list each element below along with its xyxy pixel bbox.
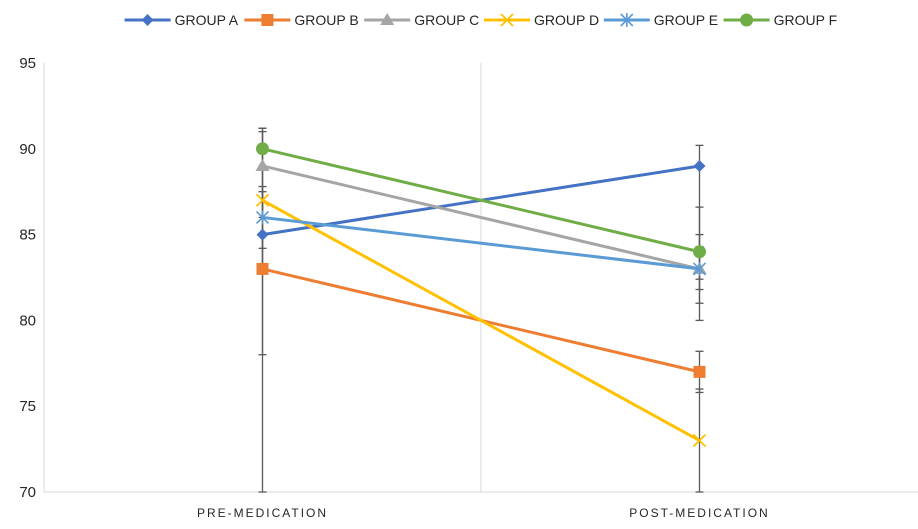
series-group xyxy=(255,142,707,448)
legend-item-group-d: GROUP D xyxy=(484,12,599,28)
legend-label: GROUP F xyxy=(774,12,838,28)
series-group-d xyxy=(255,193,707,448)
data-point xyxy=(256,262,269,275)
legend-marker xyxy=(141,14,154,26)
data-point xyxy=(692,261,707,276)
y-tick-label: 75 xyxy=(19,398,36,415)
legend-marker xyxy=(740,13,754,27)
legend-item-group-a: GROUP A xyxy=(124,12,239,28)
series-line-group-e xyxy=(262,215,700,271)
series-line-group-f xyxy=(262,147,700,254)
y-tick-label: 80 xyxy=(19,312,36,329)
data-point xyxy=(255,193,270,207)
y-tick-label: 85 xyxy=(19,227,36,244)
y-tick-label: 90 xyxy=(19,141,36,158)
error-bar xyxy=(258,127,267,493)
data-point xyxy=(255,210,270,225)
data-point xyxy=(693,365,706,378)
series-group-e xyxy=(255,210,707,276)
legend-label: GROUP E xyxy=(654,12,718,28)
data-point xyxy=(693,245,706,259)
y-tick-label: 95 xyxy=(19,55,36,72)
legend-marker xyxy=(500,13,514,27)
data-point xyxy=(256,228,269,241)
data-point xyxy=(693,159,706,172)
x-axis: PRE-MEDICATION POST-MEDICATION xyxy=(44,491,918,520)
data-point xyxy=(692,433,707,448)
legend-label: GROUP A xyxy=(175,12,239,28)
x-tick-label: PRE-MEDICATION xyxy=(197,506,328,520)
series-group-f xyxy=(256,142,706,259)
y-axis: 70 75 80 85 90 95 xyxy=(19,55,45,501)
legend-item-group-f: GROUP F xyxy=(723,12,838,28)
y-tick-label: 70 xyxy=(19,484,36,501)
x-tick-label: POST-MEDICATION xyxy=(629,506,769,520)
series-line-group-c xyxy=(262,164,700,271)
legend-label: GROUP D xyxy=(534,12,599,28)
legend-label: GROUP C xyxy=(414,12,479,28)
data-point xyxy=(256,142,269,156)
legend-marker xyxy=(380,13,395,25)
data-point xyxy=(255,158,270,171)
legend-marker xyxy=(261,14,274,26)
legend-item-group-c: GROUP C xyxy=(364,12,479,28)
legend: GROUP A GROUP B GROUP C GROUP D GROUP E GROUP… xyxy=(124,12,838,28)
legend-marker xyxy=(620,13,634,27)
legend-item-group-b: GROUP B xyxy=(244,12,359,28)
series-line-group-d xyxy=(261,198,701,442)
legend-item-group-e: GROUP E xyxy=(603,12,718,28)
legend-label: GROUP B xyxy=(294,12,358,28)
